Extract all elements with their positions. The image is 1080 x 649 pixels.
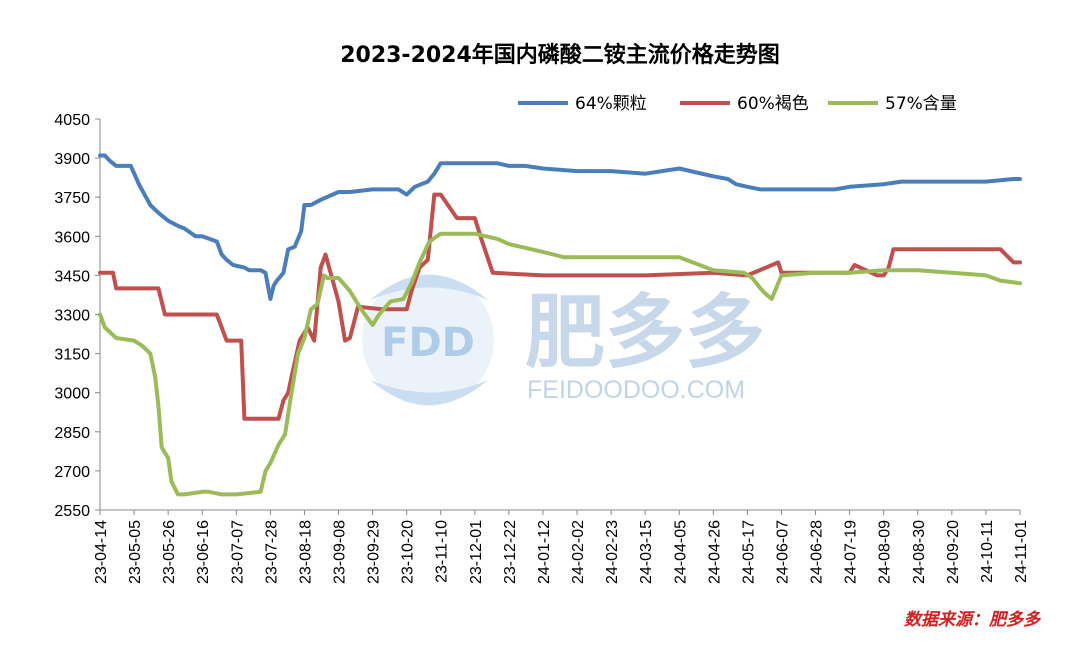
y-tick-label: 2850 (54, 425, 90, 442)
x-tick-label: 23-07-07 (229, 520, 246, 584)
watermark-logo-text: FDD (381, 320, 475, 366)
x-tick-label: 23-04-14 (93, 520, 110, 584)
x-tick-label: 24-10-11 (979, 520, 996, 583)
series-layer (98, 153, 1022, 497)
watermark: FDD 肥多多 FEIDOODOO.COM (362, 274, 765, 406)
watermark-name: 肥多多 (525, 286, 765, 379)
x-tick-label: 23-08-18 (297, 520, 314, 584)
y-tick-label: 3900 (54, 151, 90, 168)
y-tick-label: 3450 (54, 268, 90, 285)
x-tick-label: 24-11-01 (1013, 520, 1030, 583)
y-tick-label: 3300 (54, 308, 90, 325)
legend-label-2: 60%褐色 (737, 94, 809, 114)
y-tick-label: 3750 (54, 190, 90, 207)
x-tick-label: 23-09-29 (366, 520, 383, 584)
x-tick-label: 23-10-20 (400, 520, 417, 584)
y-tick-label: 3600 (54, 229, 90, 246)
x-tick-label: 24-08-30 (911, 520, 928, 584)
x-tick-label: 24-05-17 (740, 520, 757, 584)
x-tick-label: 23-12-01 (468, 520, 485, 584)
x-tick-label: 23-11-10 (434, 520, 451, 583)
x-tick-label: 23-06-16 (195, 520, 212, 584)
x-tick-label: 24-02-23 (604, 520, 621, 584)
x-tick-label: 24-02-02 (570, 520, 587, 584)
source-note: 数据来源：肥多多 (904, 610, 1042, 630)
x-tick-label: 24-04-26 (706, 520, 723, 584)
x-tick-label: 24-01-12 (536, 520, 553, 584)
x-tick-label: 23-05-26 (161, 520, 178, 584)
x-tick-label: 24-03-15 (638, 520, 655, 584)
x-tick-label: 23-09-08 (332, 520, 349, 584)
x-tick-label: 24-07-19 (843, 520, 860, 584)
x-tick-label: 24-09-20 (945, 520, 962, 584)
x-tick-label: 24-08-09 (877, 520, 894, 584)
x-tick-label: 24-06-07 (774, 520, 791, 584)
fdd-logo-icon: FDD (362, 274, 494, 406)
chart-title: 2023-2024年国内磷酸二铵主流价格走势图 (340, 42, 780, 68)
y-tick-label: 2700 (54, 464, 90, 481)
watermark-url: FEIDOODOO.COM (527, 376, 745, 404)
x-tick-label: 23-12-22 (502, 520, 519, 584)
x-tick-label: 23-07-28 (263, 520, 280, 584)
series-line-2 (98, 192, 1022, 421)
x-tick-label: 24-04-05 (672, 520, 689, 584)
legend: 64%颗粒 60%褐色 57%含量 (518, 94, 957, 114)
y-tick-label: 3150 (54, 347, 90, 364)
legend-label-3: 57%含量 (885, 94, 957, 114)
x-tick-label: 24-06-28 (809, 520, 826, 584)
y-tick-label: 4050 (54, 112, 90, 129)
axes: 2550 2700 2850 3000 3150 3300 3450 3600 3750 3900… (54, 112, 1030, 584)
series-line-3 (98, 231, 1022, 497)
y-tick-label: 2550 (54, 503, 90, 520)
y-tick-label: 3000 (54, 386, 90, 403)
x-tick-label: 23-05-05 (127, 520, 144, 584)
series-line-1 (98, 153, 1022, 301)
legend-label-1: 64%颗粒 (575, 94, 647, 114)
